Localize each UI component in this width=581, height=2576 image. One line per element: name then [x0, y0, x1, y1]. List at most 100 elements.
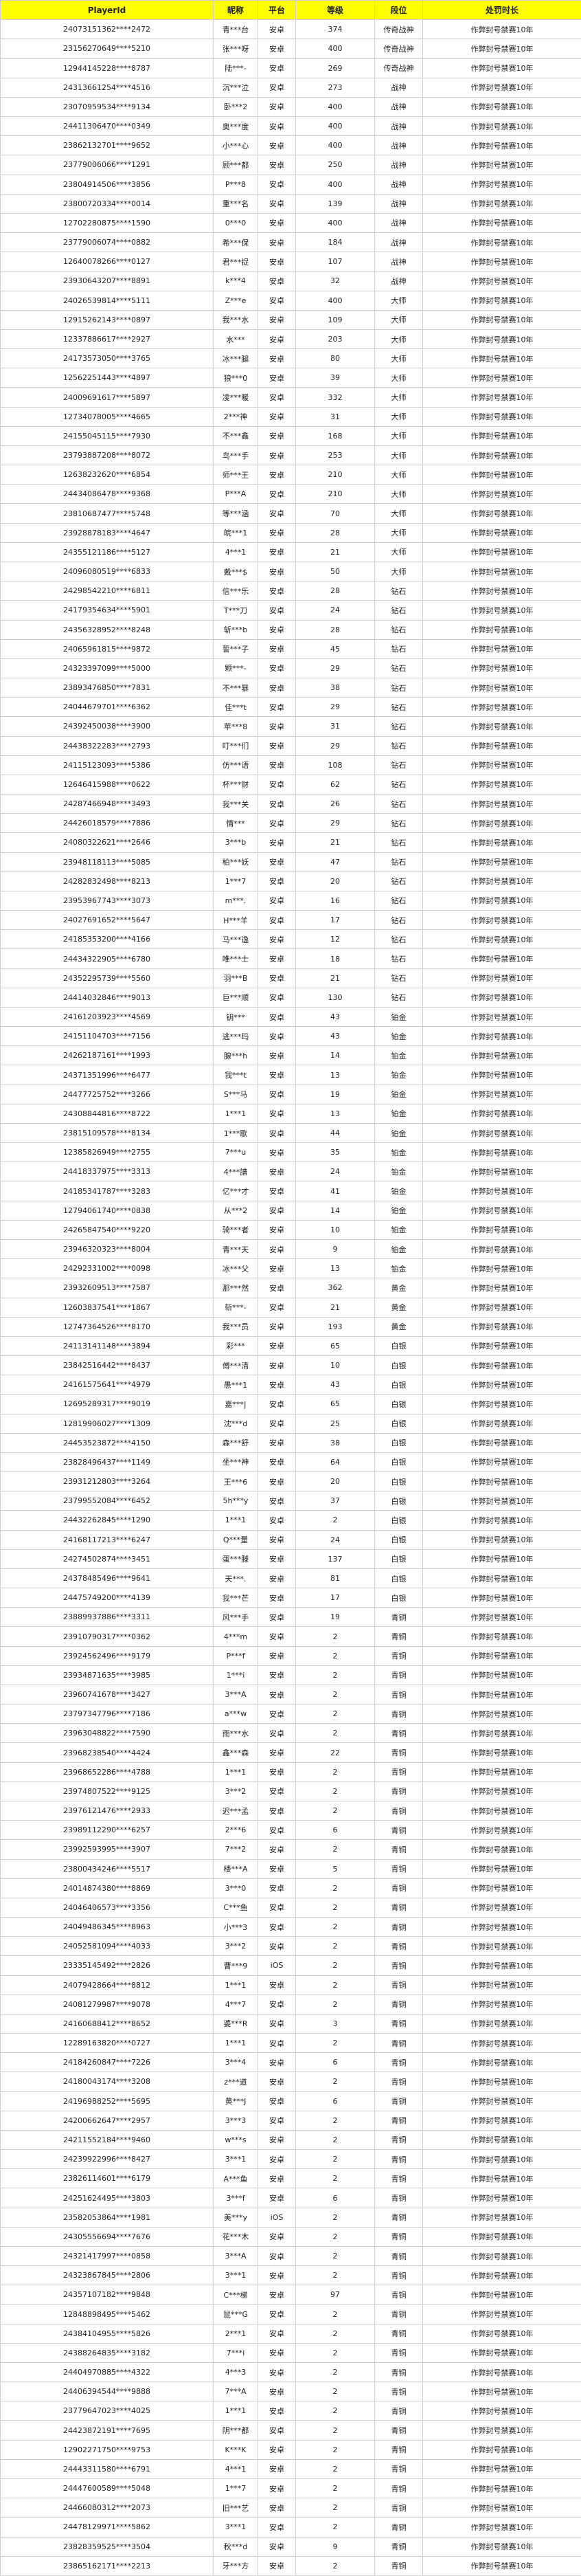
table-cell: 安卓 [258, 2149, 296, 2170]
table-cell: H***羊 [213, 910, 258, 931]
table-cell: 白银 [374, 1491, 423, 1511]
table-cell: 作弊封号禁赛10年 [422, 329, 581, 350]
column-header: PlayerId [0, 0, 214, 21]
table-cell: 鑫***森 [213, 1742, 258, 1763]
table-cell: 铂金 [374, 1239, 423, 1260]
table-cell: 24096080519****6833 [0, 561, 214, 582]
table-row: 24096080519****6833 戴***$ 安卓 50 大师 作弊封号禁赛10年 [0, 561, 581, 582]
table-cell: 250 [295, 155, 375, 175]
table-cell: 23156270649****5210 [0, 38, 214, 59]
table-cell: 青铜 [374, 2245, 423, 2267]
table-cell: 青铜 [374, 2226, 423, 2247]
table-cell: 作弊封号禁赛10年 [422, 581, 581, 601]
table-cell: 安卓 [258, 1219, 296, 1241]
table-cell: 战神 [374, 193, 423, 214]
table-row: 24211552184****9460 w***s 安卓 2 青铜 作弊封号禁赛10年 [0, 2129, 581, 2151]
table-row: 24160688412****8652 婆***R 安卓 3 青铜 作弊封号禁赛10年 [0, 2013, 581, 2034]
table-cell: 23799552084****6452 [0, 1491, 214, 1511]
table-cell: 作弊封号禁赛10年 [422, 2207, 581, 2228]
table-cell: 冰***父 [213, 1258, 258, 1279]
table-cell: 23953967743****3073 [0, 890, 214, 911]
table-row: 24423872191****7695 阴***都 安卓 2 青铜 作弊封号禁赛10年 [0, 2420, 581, 2441]
table-cell: P***f [213, 1645, 258, 1666]
table-row: 24014874380****8869 3***0 安卓 2 青铜 作弊封号禁赛10年 [0, 1878, 581, 1898]
table-cell: 青铜 [374, 2072, 423, 2092]
table-row: 24251624495****3803 3***f 安卓 6 青铜 作弊封号禁赛10年 [0, 2188, 581, 2208]
table-cell: 安卓 [258, 639, 296, 659]
table-cell: 7***i [213, 2342, 258, 2363]
table-cell: 亿***才 [213, 1181, 258, 1201]
table-cell: 作弊封号禁赛10年 [422, 1026, 581, 1047]
table-cell: 作弊封号禁赛10年 [422, 2381, 581, 2402]
table-row: 24026539814****5111 Z***e 安卓 400 大师 作弊封号禁赛10年 [0, 290, 581, 311]
table-cell: 24426018579****7886 [0, 813, 214, 834]
table-cell: 作弊封号禁赛10年 [422, 1607, 581, 1628]
table-cell: 作弊封号禁赛10年 [422, 445, 581, 466]
table-row: 24298542210****6811 信***乐 安卓 28 钻石 作弊封号禁赛10年 [0, 581, 581, 601]
table-cell: 19 [295, 1607, 375, 1628]
table-cell: 安卓 [258, 309, 296, 330]
table-cell: 安卓 [258, 735, 296, 756]
table-cell: 2 [295, 1645, 375, 1666]
table-cell: 400 [295, 174, 375, 195]
table-row: 24196988252****5695 黄***J 安卓 6 青铜 作弊封号禁赛10年 [0, 2091, 581, 2111]
table-cell: 作弊封号禁赛10年 [422, 1568, 581, 1589]
table-cell: 2 [295, 2498, 375, 2518]
table-row: 24184260847****7226 3***4 安卓 6 青铜 作弊封号禁赛10年 [0, 2052, 581, 2073]
table-cell: 青铜 [374, 1762, 423, 1782]
table-cell: 1***1 [213, 2401, 258, 2421]
table-cell: 作弊封号禁赛10年 [422, 929, 581, 950]
table-cell: 3***b [213, 832, 258, 853]
table-cell: 2***神 [213, 406, 258, 427]
table-cell: 安卓 [258, 1820, 296, 1841]
table-cell: 作弊封号禁赛10年 [422, 1955, 581, 1976]
table-cell: 安卓 [258, 212, 296, 234]
table-cell: 铂金 [374, 1103, 423, 1124]
table-cell: 安卓 [258, 252, 296, 272]
table-cell: 叮***们 [213, 735, 258, 756]
table-cell: 钻石 [374, 774, 423, 795]
table-cell: 23963048822****7590 [0, 1723, 214, 1744]
table-cell: 62 [295, 774, 375, 795]
table-cell: 2 [295, 1684, 375, 1705]
table-cell: 24 [295, 600, 375, 621]
table-cell: 沉***泣 [213, 77, 258, 98]
table-row: 23862132701****9652 小***心 安卓 400 战神 作弊封号禁赛10年 [0, 135, 581, 156]
table-cell: 青铜 [374, 2536, 423, 2557]
table-cell: 钻石 [374, 832, 423, 853]
table-row: 23804914506****3856 P***8 安卓 400 战神 作弊封号禁赛10年 [0, 174, 581, 195]
table-cell: 作弊封号禁赛10年 [422, 600, 581, 621]
table-cell: 作弊封号禁赛10年 [422, 1491, 581, 1511]
table-cell: 6 [295, 2052, 375, 2073]
table-cell: 安卓 [258, 1316, 296, 1337]
table-cell: 作弊封号禁赛10年 [422, 2188, 581, 2208]
table-cell: 24115123093****5386 [0, 755, 214, 775]
table-cell: 作弊封号禁赛10年 [422, 1355, 581, 1376]
table-cell: 24414032846****9013 [0, 987, 214, 1008]
table-row: 24404970885****4322 4***3 安卓 2 青铜 作弊封号禁赛10年 [0, 2362, 581, 2383]
table-cell: 23910790317****0362 [0, 1626, 214, 1647]
table-cell: 作弊封号禁赛10年 [422, 1239, 581, 1260]
table-cell: 铂金 [374, 1065, 423, 1085]
table-cell: 顾***都 [213, 155, 258, 175]
table-row: 23960741678****3427 3***A 安卓 2 青铜 作弊封号禁赛10年 [0, 1684, 581, 1705]
table-cell: 作弊封号禁赛10年 [422, 871, 581, 891]
table-cell: 大师 [374, 309, 423, 330]
table-cell: 3***A [213, 1684, 258, 1705]
table-cell: 安卓 [258, 1181, 296, 1201]
table-cell: 马***逸 [213, 929, 258, 950]
table-cell: 2 [295, 2439, 375, 2460]
table-row: 24009691617****5897 凌***暖 安卓 332 大师 作弊封号禁赛10年 [0, 387, 581, 408]
table-cell: 安卓 [258, 425, 296, 446]
table-cell: 1***歌 [213, 1122, 258, 1144]
table-cell: 安卓 [258, 1278, 296, 1298]
table-row: 23931212803****3264 王***6 安卓 20 白银 作弊封号禁赛10年 [0, 1472, 581, 1492]
table-cell: 彩*** [213, 1335, 258, 1357]
table-cell: 3***1 [213, 2265, 258, 2286]
table-cell: 24211552184****9460 [0, 2129, 214, 2151]
table-cell: 2 [295, 2381, 375, 2402]
table-cell: 1***1 [213, 1975, 258, 1995]
table-cell: 钥*** [213, 1006, 258, 1028]
table-cell: 安卓 [258, 1200, 296, 1221]
table-row: 23793887208****8072 鸟***手 安卓 253 大师 作弊封号禁赛10年 [0, 445, 581, 466]
